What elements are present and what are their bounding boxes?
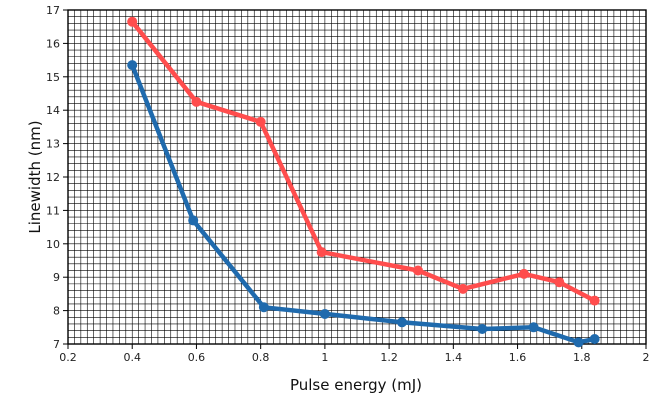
x-tick-label: 0.4 [123, 351, 141, 364]
y-tick-label: 13 [46, 138, 60, 151]
x-axis-title: Pulse energy (mJ) [290, 376, 422, 394]
x-tick-label: 1.4 [445, 351, 463, 364]
series-2 [127, 60, 600, 348]
data-point [477, 323, 488, 334]
series-layer [127, 16, 600, 348]
y-tick-label: 11 [46, 204, 60, 217]
x-tick-label: 0.8 [252, 351, 270, 364]
series-1 [127, 16, 600, 306]
x-tick-label: 0.2 [59, 351, 77, 364]
data-point [319, 308, 330, 319]
data-point [589, 295, 600, 306]
y-tick-label: 17 [46, 4, 60, 17]
x-tick-label: 0.6 [188, 351, 206, 364]
data-point [589, 333, 600, 344]
y-tick-label: 12 [46, 171, 60, 184]
data-point [528, 322, 539, 333]
data-point [573, 337, 584, 348]
x-tick-labels: 0.2 0.4 0.6 0.8 1 1.2 1.4 1.6 1.8 2 [59, 351, 649, 364]
data-point [316, 247, 327, 258]
x-tick-label: 1.6 [509, 351, 527, 364]
x-tick-label: 1 [321, 351, 328, 364]
x-tick-label: 1.2 [380, 351, 398, 364]
grid [67, 9, 647, 345]
y-tick-label: 16 [46, 37, 60, 50]
x-tick-label: 2 [643, 351, 650, 364]
y-tick-label: 10 [46, 238, 60, 251]
y-tick-label: 14 [46, 104, 60, 117]
axes [63, 9, 647, 349]
data-point [554, 277, 565, 288]
data-point [258, 302, 269, 313]
y-tick-label: 8 [53, 305, 60, 318]
data-point [191, 96, 202, 107]
data-point [396, 317, 407, 328]
data-point [413, 265, 424, 276]
y-tick-label: 7 [53, 338, 60, 351]
data-point [457, 283, 468, 294]
data-point [127, 16, 138, 27]
data-point [188, 215, 199, 226]
x-tick-label: 1.8 [573, 351, 591, 364]
data-point [255, 116, 266, 127]
y-tick-labels: 7 8 9 10 11 12 13 14 15 16 17 [46, 4, 60, 351]
y-tick-label: 15 [46, 71, 60, 84]
data-point [127, 60, 138, 71]
data-point [518, 268, 529, 279]
y-axis-title: Linewidth (nm) [26, 120, 44, 233]
y-tick-label: 9 [53, 271, 60, 284]
